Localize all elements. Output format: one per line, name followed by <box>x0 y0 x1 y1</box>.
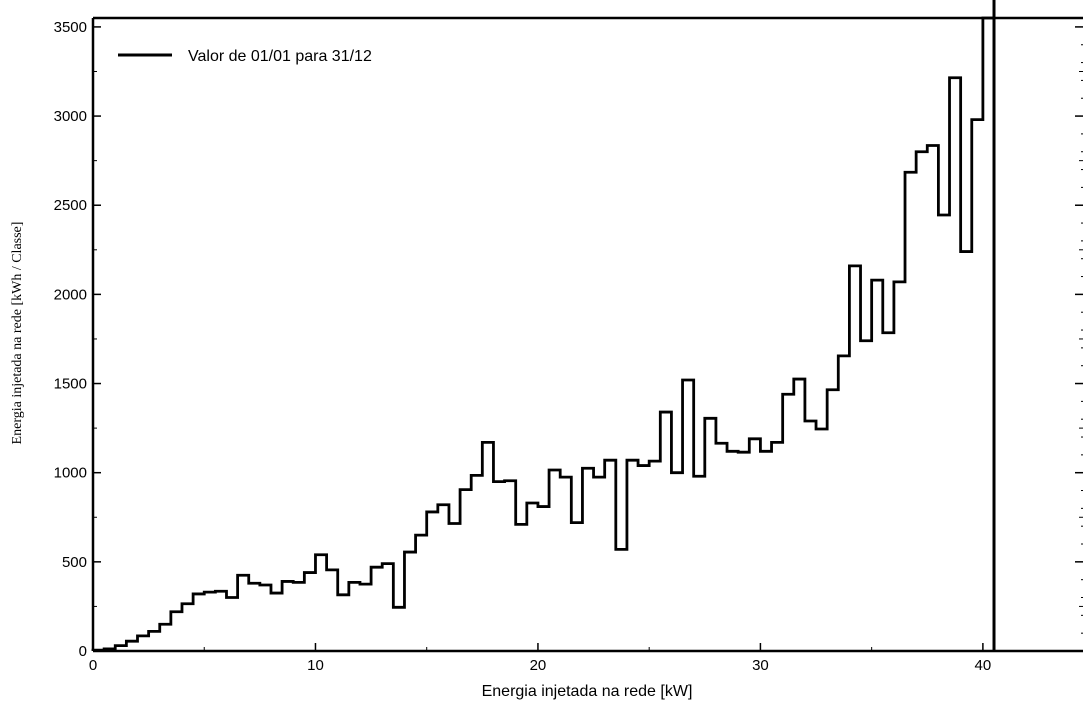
x-tick-label: 10 <box>307 657 324 674</box>
series-layer <box>91 0 996 652</box>
y-tick-label: 500 <box>62 554 87 571</box>
axis-ticks: 0 500 1000 1500 2000 2500 3000 3500 0 10 20 30 40 <box>54 19 1083 674</box>
legend-label: Valor de 01/01 para 31/12 <box>188 48 372 65</box>
y-tick-label: 3000 <box>54 108 87 125</box>
x-tick-label: 20 <box>530 657 547 674</box>
y-tick-label: 0 <box>79 643 87 660</box>
x-axis-label: Energia injetada na rede [kW] <box>481 683 693 700</box>
y-tick-label: 1000 <box>54 465 87 482</box>
y-tick-label: 1500 <box>54 376 87 393</box>
y-tick-label: 3500 <box>54 19 87 36</box>
y-axis-label: Energia injetada na rede [kWh / Classe] <box>10 221 25 445</box>
x-tick-label: 30 <box>752 657 769 674</box>
legend: Valor de 01/01 para 31/12 <box>118 48 372 65</box>
x-tick-label: 0 <box>89 657 97 674</box>
y-tick-label: 2000 <box>54 286 87 303</box>
x-tick-label: 40 <box>975 657 992 674</box>
series-step-line <box>91 16 995 652</box>
plot-frame <box>91 16 1083 653</box>
y-tick-label: 2500 <box>54 197 87 214</box>
